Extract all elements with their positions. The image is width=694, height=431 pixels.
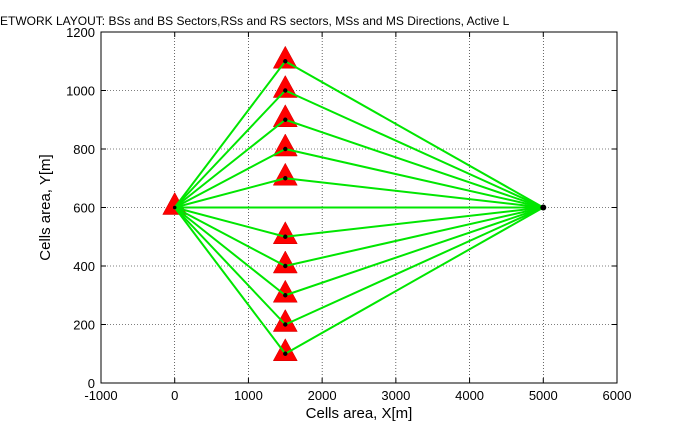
- bs-rs-link: [174, 148, 286, 209]
- x-tick-label: 0: [171, 388, 178, 403]
- relay-station-point: [283, 117, 288, 122]
- triangle-layer: [162, 45, 298, 361]
- x-tick-label: -1000: [84, 388, 117, 403]
- x-tick-label: 5000: [529, 388, 558, 403]
- mobile-station-point: [540, 204, 547, 211]
- x-tick-label: 3000: [381, 388, 410, 403]
- relay-station-point: [283, 351, 288, 356]
- relay-station-marker: [272, 45, 298, 69]
- x-tick-label: 4000: [455, 388, 484, 403]
- relay-station-point: [283, 146, 288, 152]
- y-tick-label: 400: [73, 259, 95, 274]
- bs-rs-link: [173, 206, 287, 355]
- bs-rs-link: [173, 89, 287, 209]
- rs-ms-link: [284, 89, 544, 209]
- bs-rs-link: [173, 60, 287, 209]
- rs-ms-link: [284, 206, 544, 326]
- rs-ms-link: [285, 206, 544, 238]
- relay-station-point: [283, 263, 288, 269]
- rs-ms-link: [284, 118, 544, 209]
- relay-station-point: [283, 293, 288, 298]
- bs-rs-link: [174, 206, 286, 238]
- link-layer: [173, 60, 544, 355]
- bs-rs-link: [174, 206, 286, 267]
- bs-rs-link: [174, 206, 286, 297]
- base-station-point: [172, 205, 177, 210]
- rs-ms-link: [285, 177, 544, 209]
- rs-ms-link: [285, 148, 544, 209]
- rs-ms-link: [284, 206, 544, 355]
- relay-station-point: [283, 88, 288, 93]
- bs-rs-link: [173, 206, 287, 326]
- rs-ms-link: [285, 206, 544, 267]
- rs-ms-link: [284, 206, 544, 297]
- y-tick-label: 800: [73, 142, 95, 157]
- chart-title: ETWORK LAYOUT: BSs and BS Sectors,RSs an…: [0, 14, 510, 28]
- relay-station-marker: [272, 74, 298, 98]
- y-tick-label: 200: [73, 318, 95, 333]
- dot-layer: [172, 59, 547, 356]
- x-tick-label: 1000: [234, 388, 263, 403]
- tick-label-layer: -1000 0 1000 2000 3000 4000 5000 60000200400600…: [66, 25, 631, 403]
- relay-station-marker: [272, 221, 298, 244]
- bs-rs-link: [174, 177, 286, 209]
- y-tick-label: 1000: [66, 84, 95, 99]
- y-tick-label: 600: [73, 201, 95, 216]
- x-tick-label: 6000: [603, 388, 632, 403]
- y-axis-label: Cells area, Y[m]: [37, 154, 54, 260]
- relay-station-point: [283, 234, 288, 239]
- relay-station-point: [283, 176, 288, 181]
- x-tick-label: 2000: [308, 388, 337, 403]
- relay-station-marker: [272, 308, 298, 332]
- axes-layer: [100, 31, 618, 384]
- rs-ms-link: [284, 60, 544, 209]
- y-tick-label: 1200: [66, 25, 95, 40]
- relay-station-point: [283, 59, 288, 64]
- x-axis-label: Cells area, X[m]: [306, 405, 413, 422]
- y-tick-label: 0: [88, 376, 95, 391]
- bs-rs-link: [174, 118, 286, 209]
- relay-station-point: [283, 322, 288, 327]
